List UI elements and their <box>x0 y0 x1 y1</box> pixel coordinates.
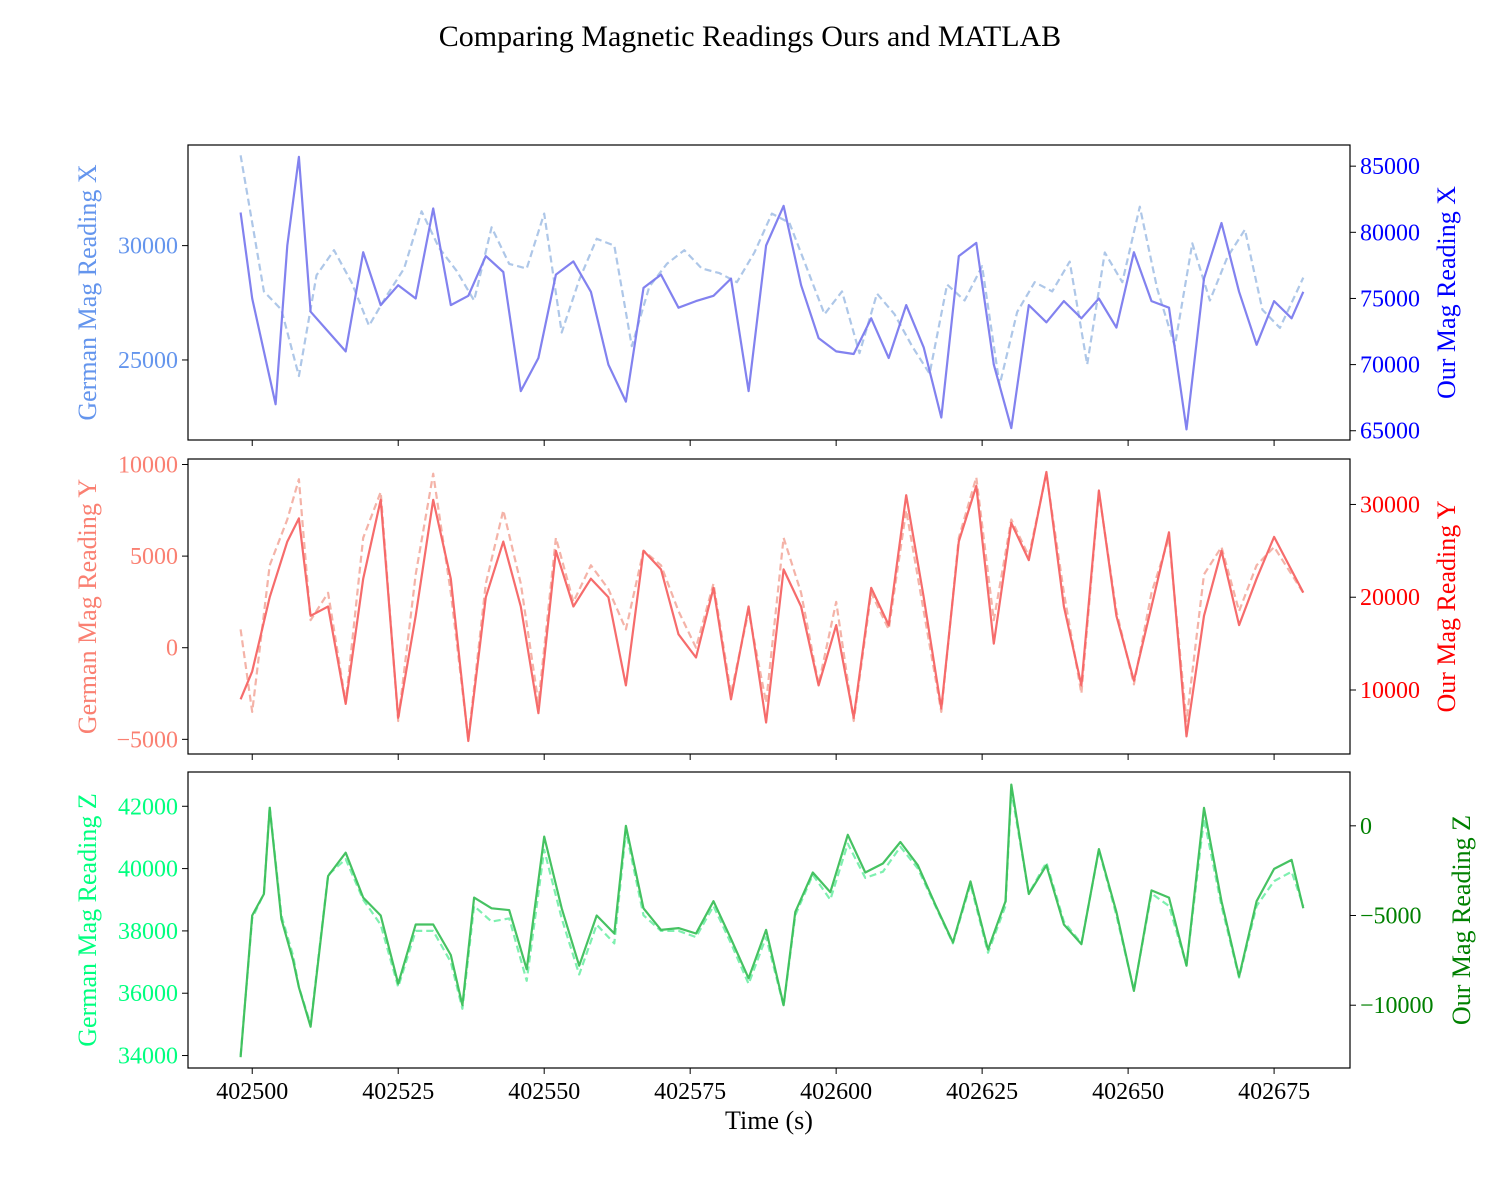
axes-frame <box>187 458 1351 755</box>
right-tick-label: −5000 <box>1360 904 1422 930</box>
panel-y: −5000 0 5000 10000 10000 20000 30000 German Mag… <box>73 452 1461 760</box>
series-line-z-ours <box>239 783 1305 1058</box>
left-axis-label: German Mag Reading X <box>73 164 102 421</box>
x-tick-label: 402600 <box>800 1079 872 1105</box>
left-tick-label: 5000 <box>130 544 178 570</box>
x-tick-label: 402650 <box>1092 1079 1164 1105</box>
right-tick-label: 80000 <box>1360 220 1420 246</box>
right-tick-label: 85000 <box>1360 154 1420 180</box>
right-tick-label: 75000 <box>1360 286 1420 312</box>
x-tick-label: 402625 <box>946 1079 1018 1105</box>
axes-frame <box>187 144 1351 441</box>
right-tick-label: 70000 <box>1360 353 1420 379</box>
x-axis-label: Time (s) <box>725 1106 813 1135</box>
panel-x: 25000 30000 65000 70000 75000 80000 85000 Germa… <box>73 144 1461 446</box>
left-tick-label: 42000 <box>118 794 178 820</box>
series-line-y-german <box>239 472 1305 741</box>
right-axis-label: Our Mag Reading X <box>1432 186 1461 399</box>
right-axis-label: Our Mag Reading Y <box>1432 500 1461 712</box>
series-line-x-german <box>239 155 1305 387</box>
left-axis-label: German Mag Reading Y <box>73 479 102 735</box>
panel-z: 402500 402525 402550 402575 402600 402625 4026… <box>73 771 1476 1105</box>
left-tick-label: 0 <box>166 636 178 662</box>
x-tick-label: 402525 <box>362 1079 434 1105</box>
left-tick-label: 10000 <box>118 452 178 478</box>
right-tick-label: −10000 <box>1360 993 1434 1019</box>
figure-title: Comparing Magnetic Readings Ours and MAT… <box>439 20 1061 53</box>
left-tick-label: −5000 <box>116 727 178 753</box>
x-tick-label: 402675 <box>1238 1079 1310 1105</box>
right-axis-label: Our Mag Reading Z <box>1447 815 1476 1025</box>
right-tick-label: 0 <box>1360 814 1372 840</box>
x-tick-label: 402550 <box>508 1079 580 1105</box>
left-axis-label: German Mag Reading Z <box>73 793 102 1046</box>
right-tick-label: 30000 <box>1360 492 1420 518</box>
right-tick-label: 20000 <box>1360 585 1420 611</box>
axes-frame <box>187 771 1351 1069</box>
left-tick-label: 36000 <box>118 981 178 1007</box>
series-line-y-ours <box>239 470 1305 743</box>
left-tick-label: 30000 <box>118 234 178 260</box>
right-tick-label: 10000 <box>1360 678 1420 704</box>
left-tick-label: 40000 <box>118 857 178 883</box>
left-tick-label: 25000 <box>118 348 178 374</box>
x-tick-label: 402500 <box>216 1079 288 1105</box>
x-tick-label: 402575 <box>654 1079 726 1105</box>
series-line-x-ours <box>239 155 1305 431</box>
series-line-z-german <box>239 789 1305 1056</box>
right-tick-label: 65000 <box>1360 419 1420 445</box>
left-tick-label: 34000 <box>118 1044 178 1070</box>
left-tick-label: 38000 <box>118 919 178 945</box>
